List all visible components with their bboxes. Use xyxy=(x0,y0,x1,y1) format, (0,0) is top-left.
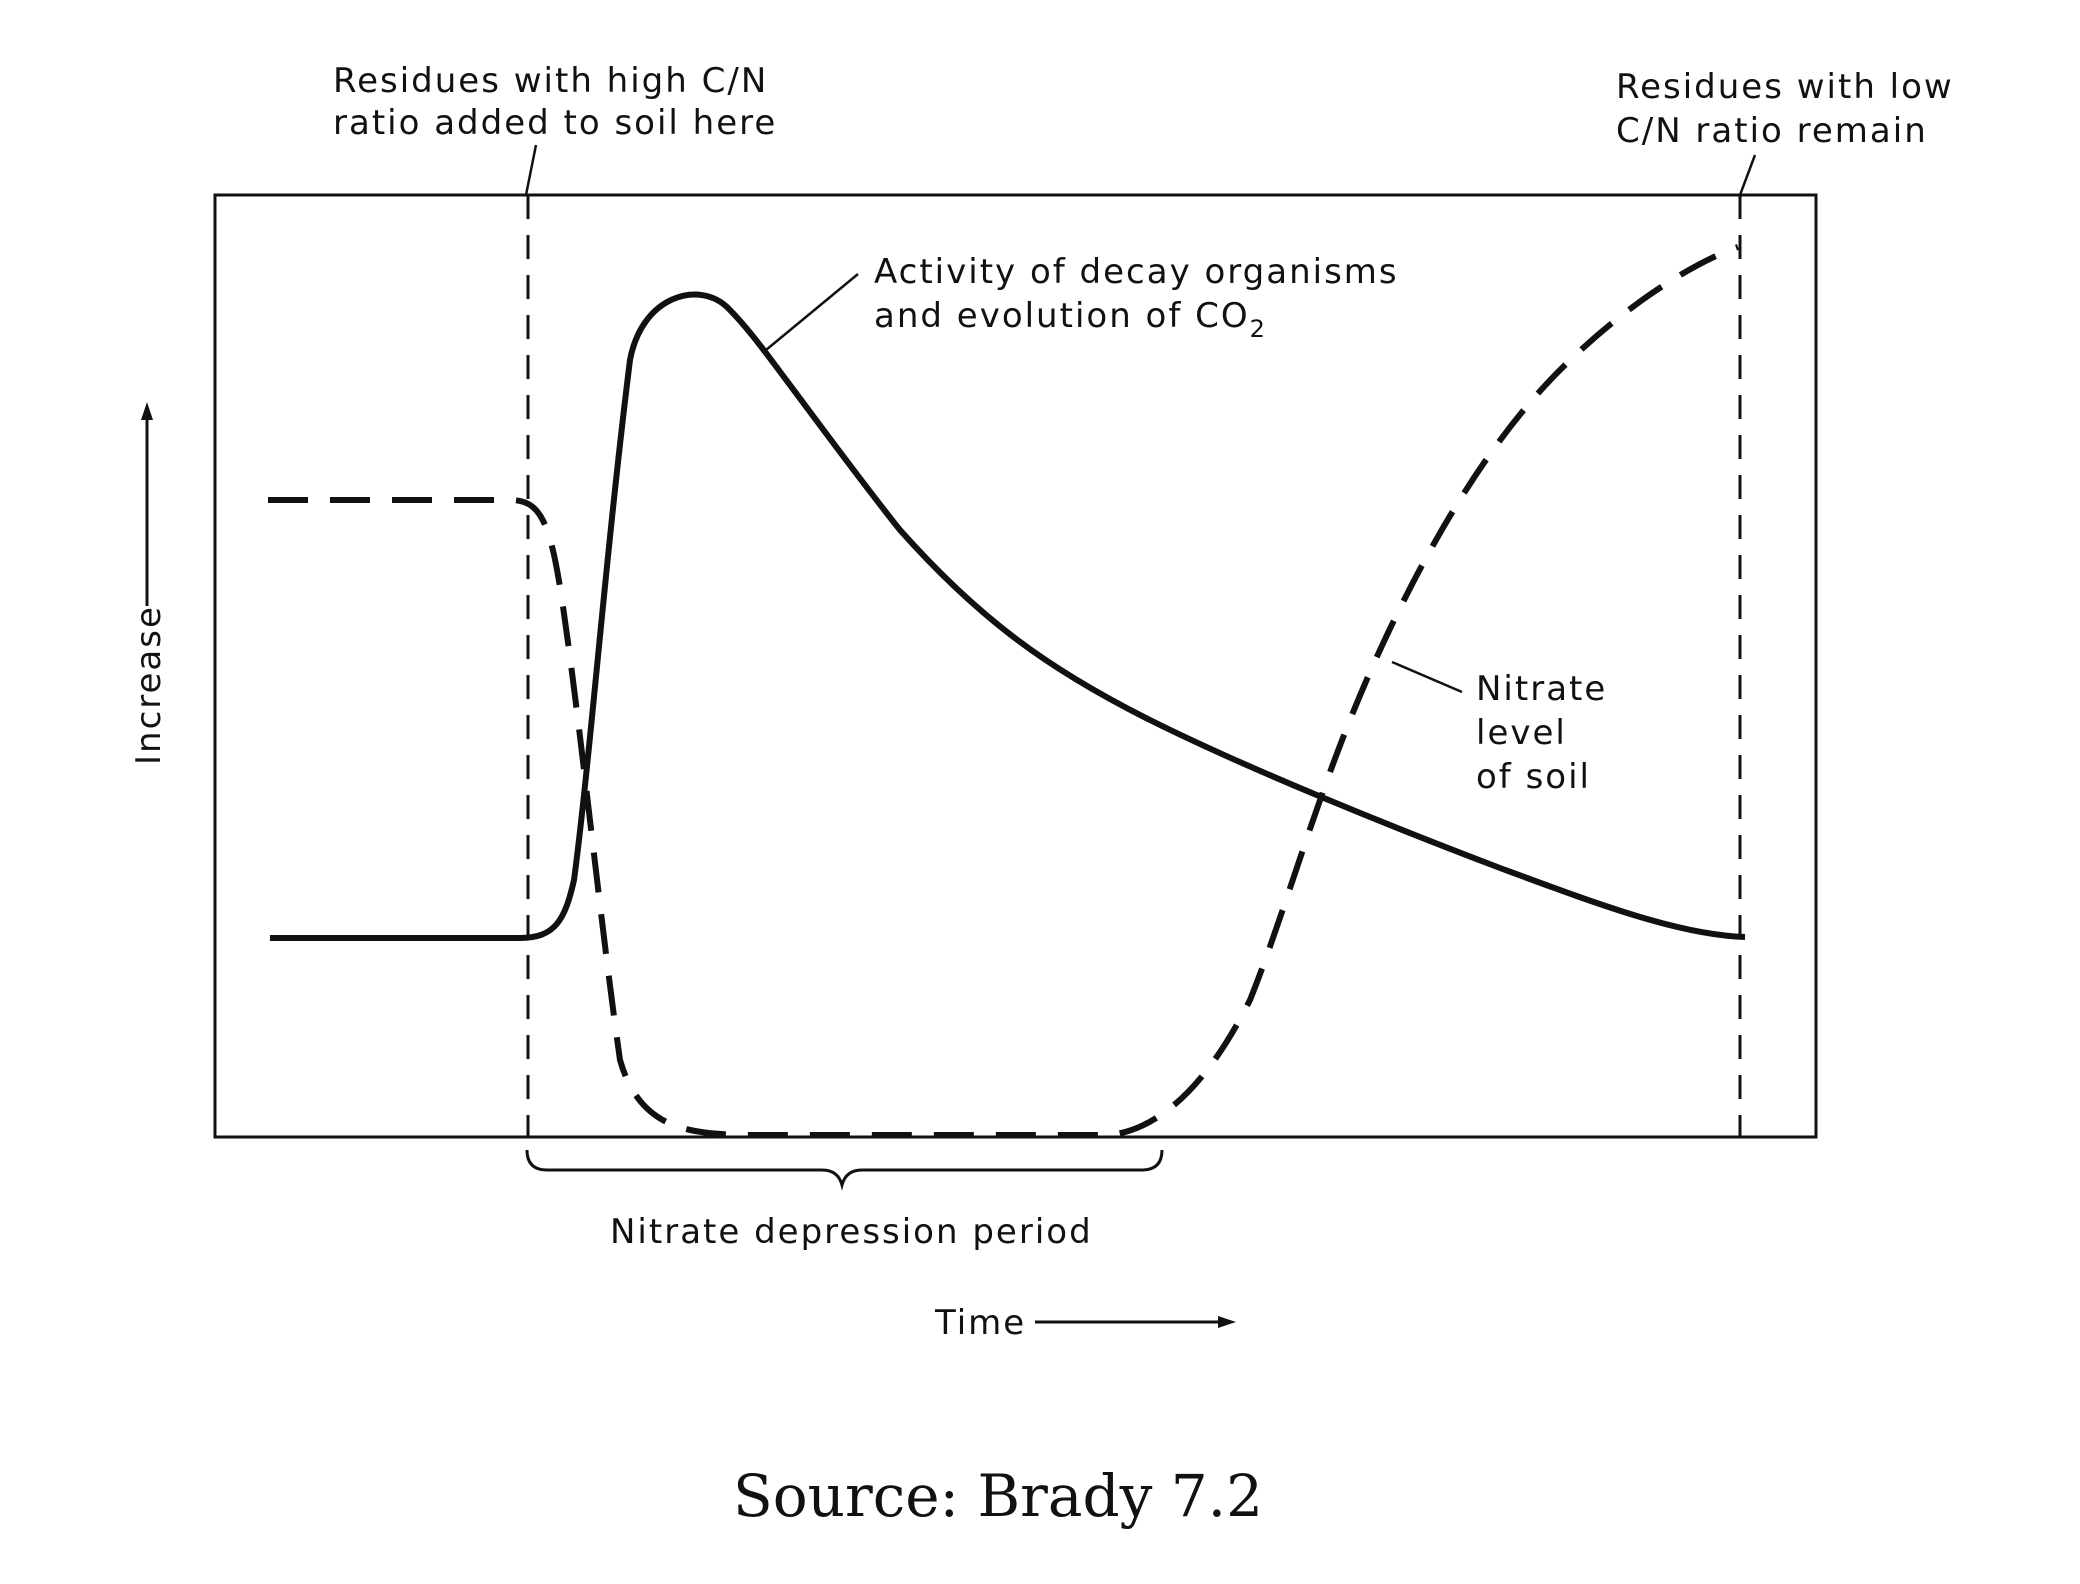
depression-brace xyxy=(525,1149,1164,1191)
decay-label-line1: Activity of decay organisms xyxy=(874,252,1399,292)
high-cn-label-line1: Residues with high C/N xyxy=(333,61,768,101)
nitrate-label-line3: of soil xyxy=(1476,757,1591,797)
nitrate-label-line1: Nitrate xyxy=(1476,669,1607,709)
x-axis-label: Time xyxy=(934,1303,1026,1343)
low-cn-label-line2: C/N ratio remain xyxy=(1616,111,1928,151)
nitrate-level-curve xyxy=(268,244,1739,1138)
low-cn-label-line1: Residues with low xyxy=(1616,67,1954,107)
decay-label-subscript: 2 xyxy=(1250,315,1267,343)
high-cn-leader xyxy=(524,144,538,196)
decay-label-line2: and evolution of CO2 xyxy=(874,296,1267,343)
decay-activity-curve xyxy=(270,291,1746,941)
high-cn-label-line2: ratio added to soil here xyxy=(333,103,777,143)
nitrate-leader xyxy=(1391,660,1463,694)
decay-leader xyxy=(765,273,859,351)
y-axis-label: Increase xyxy=(129,605,169,765)
source-caption: Source: Brady 7.2 xyxy=(733,1462,1263,1530)
x-axis-arrowhead xyxy=(1218,1316,1236,1328)
plot-frame xyxy=(213,193,1818,1139)
nitrate-label-line2: level xyxy=(1476,713,1567,753)
y-axis-arrowhead xyxy=(141,402,153,420)
low-cn-leader xyxy=(1738,154,1757,196)
decay-label-main: and evolution of CO xyxy=(874,296,1250,336)
depression-period-label: Nitrate depression period xyxy=(610,1212,1093,1252)
